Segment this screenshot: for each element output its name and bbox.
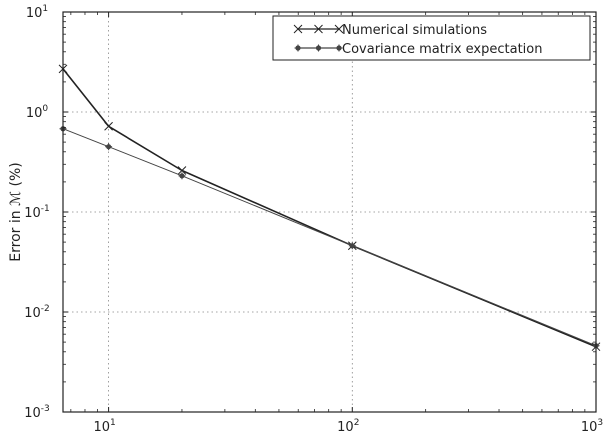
series-2-point [178,172,186,180]
y-tick-label: 101 [26,4,48,21]
x-tick-label: 102 [337,418,359,435]
y-tick-label: 100 [26,104,49,121]
series-2-point [105,143,113,151]
series-1-point [104,121,113,131]
legend-box [272,15,591,61]
legend-swatch-marker [335,44,343,52]
series-line-1 [62,68,597,348]
legend-swatch-marker [294,44,302,52]
y-axis-label: Error in ℳ (%) [8,162,24,261]
legend-label: Numerical simulations [342,23,487,38]
legend: Numerical simulations Covariance matrix e… [272,15,591,61]
series-2-point [348,242,356,250]
x-tick-label: 101 [93,418,115,435]
y-tick-label: 10-3 [24,404,50,421]
y-tick-label: 10-2 [24,304,50,321]
series-1-point [177,166,187,175]
axis-ticks: 101 102 103 101 100 10-1 10-2 10-3 [24,4,603,435]
legend-swatch-marker [315,44,322,52]
series-layer [58,64,601,352]
legend-swatch-marker [293,24,303,34]
grid [63,12,596,412]
legend-swatch-marker [314,24,323,34]
y-tick-label: 10-1 [24,204,50,221]
legend-swatch-marker [334,24,344,34]
x-tick-label: 103 [581,418,603,435]
legend-label: Covariance matrix expectation [342,42,542,57]
series-line-2 [62,128,597,347]
